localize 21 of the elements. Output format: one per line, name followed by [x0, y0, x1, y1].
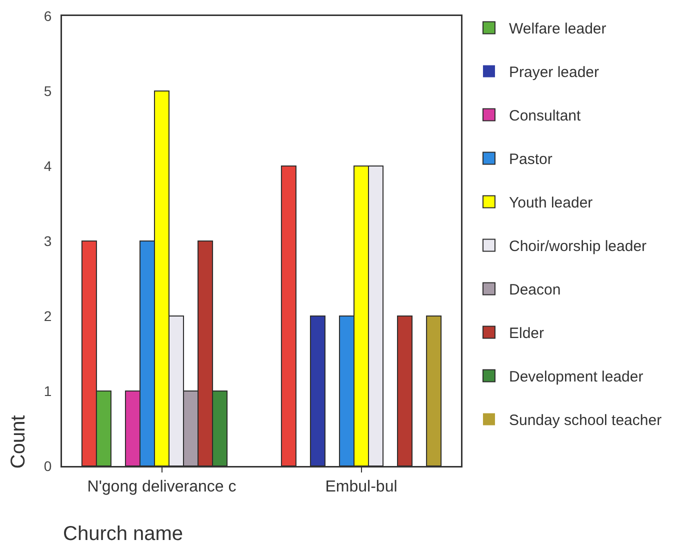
y-tick-label: 0 [44, 458, 52, 474]
legend-label: Youth leader [508, 194, 593, 212]
x-tick-label: N'gong deliverance c [87, 478, 236, 496]
legend-label: Deacon [508, 282, 561, 299]
y-tick-label: 5 [44, 82, 52, 99]
x-axis-title: Church name [63, 523, 184, 545]
y-tick-label: 4 [44, 158, 52, 174]
y-axis-title: Count [8, 414, 30, 469]
x-tick-label: Embul-bul [325, 478, 398, 496]
legend-label: Welfare leader [508, 20, 606, 38]
legend-label: Choir/worship leader [508, 238, 647, 256]
y-tick-label: 1 [44, 382, 52, 399]
y-tick-label: 3 [44, 232, 52, 249]
legend-label: Development leader [508, 368, 644, 386]
legend-label: Prayer leader [508, 64, 600, 82]
y-tick-label: 6 [44, 8, 52, 24]
legend-label: Consultant [508, 108, 582, 125]
legend-label: Elder [508, 325, 544, 342]
legend-label: Pastor [508, 151, 552, 168]
y-tick-label: 2 [44, 308, 52, 324]
legend-label: Sunday school teacher [508, 412, 662, 430]
